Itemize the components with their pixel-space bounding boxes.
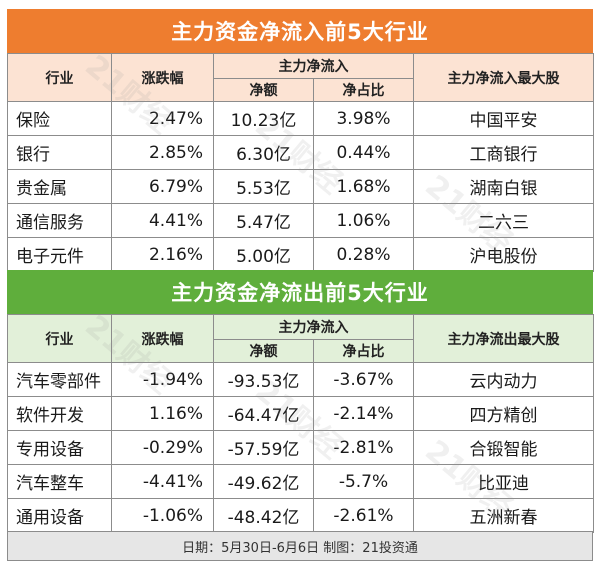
cell-net-ratio: 3.98% (313, 101, 414, 136)
header-net-ratio: 净占比 (313, 78, 414, 102)
cell-industry: 电子元件 (7, 237, 112, 272)
header-net-amount: 净额 (213, 78, 314, 102)
cell-net-ratio: -2.81% (313, 430, 414, 465)
inflow-title: 主力资金净流入前5大行业 (7, 9, 593, 53)
outflow-table: 行业 涨跌幅 主力净流入 主力净流出最大股 净额 净占比 汽车零部件 -1.94… (7, 314, 594, 533)
table-row: 贵金属 6.79% 5.53亿 1.68% 湖南白银 (7, 169, 594, 204)
table-row: 汽车整车 -4.41% -49.62亿 -5.7% 比亚迪 (7, 464, 594, 499)
cell-top-stock: 湖南白银 (413, 169, 594, 204)
cell-net-amount: 5.53亿 (213, 169, 314, 204)
cell-net-amount: -48.42亿 (213, 498, 314, 533)
cell-industry: 汽车整车 (7, 464, 112, 499)
cell-top-stock: 沪电股份 (413, 237, 594, 272)
cell-net-amount: 6.30亿 (213, 135, 314, 170)
cell-net-ratio: -2.61% (313, 498, 414, 533)
cell-industry: 贵金属 (7, 169, 112, 204)
cell-net-amount: -57.59亿 (213, 430, 314, 465)
header-industry: 行业 (7, 314, 112, 363)
cell-net-ratio: 1.68% (313, 169, 414, 204)
cell-change: 4.41% (111, 203, 214, 238)
cell-net-amount: -64.47亿 (213, 396, 314, 431)
table-row: 保险 2.47% 10.23亿 3.98% 中国平安 (7, 101, 594, 136)
cell-top-stock: 工商银行 (413, 135, 594, 170)
cell-industry: 银行 (7, 135, 112, 170)
cell-net-amount: 10.23亿 (213, 101, 314, 136)
cell-top-stock: 云内动力 (413, 362, 594, 397)
header-change: 涨跌幅 (111, 314, 214, 363)
cell-industry: 通用设备 (7, 498, 112, 533)
header-industry: 行业 (7, 53, 112, 102)
cell-net-ratio: -2.14% (313, 396, 414, 431)
cell-change: 2.85% (111, 135, 214, 170)
cell-net-ratio: -3.67% (313, 362, 414, 397)
header-net-amount: 净额 (213, 339, 314, 363)
table-row: 电子元件 2.16% 5.00亿 0.28% 沪电股份 (7, 237, 594, 272)
footer-caption: 日期：5月30日-6月6日 制图：21投资通 (7, 531, 593, 561)
cell-change: -1.06% (111, 498, 214, 533)
cell-net-amount: -49.62亿 (213, 464, 314, 499)
table-row: 汽车零部件 -1.94% -93.53亿 -3.67% 云内动力 (7, 362, 594, 397)
table-row: 银行 2.85% 6.30亿 0.44% 工商银行 (7, 135, 594, 170)
cell-net-amount: 5.00亿 (213, 237, 314, 272)
cell-top-stock: 四方精创 (413, 396, 594, 431)
header-top-stock: 主力净流入最大股 (413, 53, 594, 102)
cell-net-ratio: 0.28% (313, 237, 414, 272)
outflow-title: 主力资金净流出前5大行业 (7, 270, 593, 314)
cell-change: -1.94% (111, 362, 214, 397)
table-row: 通用设备 -1.06% -48.42亿 -2.61% 五洲新春 (7, 498, 594, 533)
cell-top-stock: 二六三 (413, 203, 594, 238)
cell-change: 6.79% (111, 169, 214, 204)
cell-top-stock: 中国平安 (413, 101, 594, 136)
header-main-net: 主力净流入 (213, 314, 414, 340)
cell-industry: 保险 (7, 101, 112, 136)
table-row: 通信服务 4.41% 5.47亿 1.06% 二六三 (7, 203, 594, 238)
inflow-table: 行业 涨跌幅 主力净流入 主力净流入最大股 净额 净占比 保险 2.47% 10… (7, 53, 594, 272)
cell-net-ratio: -5.7% (313, 464, 414, 499)
cell-net-amount: -93.53亿 (213, 362, 314, 397)
cell-change: 1.16% (111, 396, 214, 431)
cell-net-ratio: 0.44% (313, 135, 414, 170)
header-net-ratio: 净占比 (313, 339, 414, 363)
cell-change: -0.29% (111, 430, 214, 465)
cell-change: 2.47% (111, 101, 214, 136)
cell-net-amount: 5.47亿 (213, 203, 314, 238)
cell-change: 2.16% (111, 237, 214, 272)
header-top-stock: 主力净流出最大股 (413, 314, 594, 363)
table-row: 软件开发 1.16% -64.47亿 -2.14% 四方精创 (7, 396, 594, 431)
table-row: 专用设备 -0.29% -57.59亿 -2.81% 合锻智能 (7, 430, 594, 465)
cell-industry: 汽车零部件 (7, 362, 112, 397)
cell-top-stock: 合锻智能 (413, 430, 594, 465)
header-change: 涨跌幅 (111, 53, 214, 102)
cell-industry: 通信服务 (7, 203, 112, 238)
cell-top-stock: 五洲新春 (413, 498, 594, 533)
cell-top-stock: 比亚迪 (413, 464, 594, 499)
cell-net-ratio: 1.06% (313, 203, 414, 238)
cell-change: -4.41% (111, 464, 214, 499)
cell-industry: 专用设备 (7, 430, 112, 465)
cell-industry: 软件开发 (7, 396, 112, 431)
header-main-net: 主力净流入 (213, 53, 414, 79)
